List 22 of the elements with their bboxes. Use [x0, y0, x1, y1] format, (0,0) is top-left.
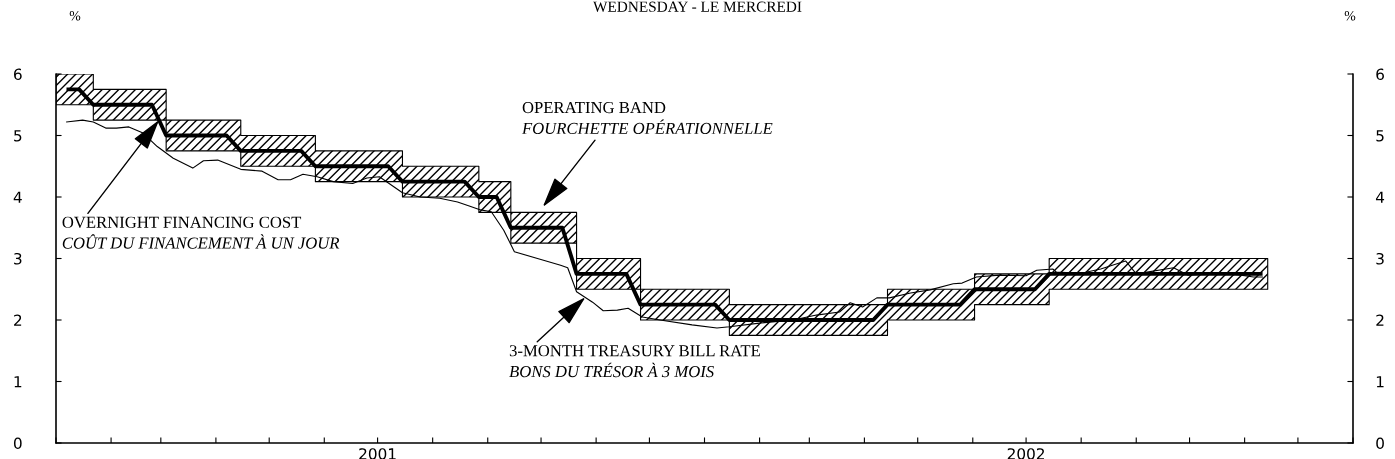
y-axis-title: % [69, 11, 81, 21]
y2-tick-label: 3 [1376, 252, 1384, 265]
y-tick-label: 5 [14, 130, 22, 142]
y2-axis-title: % [1344, 11, 1356, 21]
annotation: OVERNIGHT FINANCING COST COÛT DU FINANCEMENT À UN JOUR [62, 216, 340, 249]
y-tick-label: 6 [14, 68, 22, 81]
y2-tick-label: 5 [1376, 130, 1384, 142]
y-tick-label: 4 [13, 191, 22, 203]
y2-tick-label: 6 [1376, 68, 1384, 81]
y-tick-label: 1 [14, 376, 22, 388]
y2-tick-label: 1 [1376, 376, 1384, 388]
x-tick-label: 2001 [359, 448, 396, 459]
y-tick-label: 0 [13, 437, 22, 450]
y2-tick-label: 4 [1375, 191, 1385, 203]
y-tick-label: 3 [14, 252, 22, 265]
chart-title: WEDNESDAY - LE MERCREDI [593, 1, 802, 12]
x-tick-label: 2002 [1007, 448, 1044, 459]
annotation: 3-MONTH TREASURY BILL RATE BONS DU TRÉSOR À 3 MOIS [509, 345, 760, 378]
y-tick-label: 2 [14, 314, 22, 326]
y2-tick-label: 2 [1376, 314, 1384, 326]
annotation: OPERATING BAND FOURCHETTE OPÉRATIONNELLE [521, 101, 773, 135]
y2-tick-label: 0 [1376, 437, 1384, 450]
